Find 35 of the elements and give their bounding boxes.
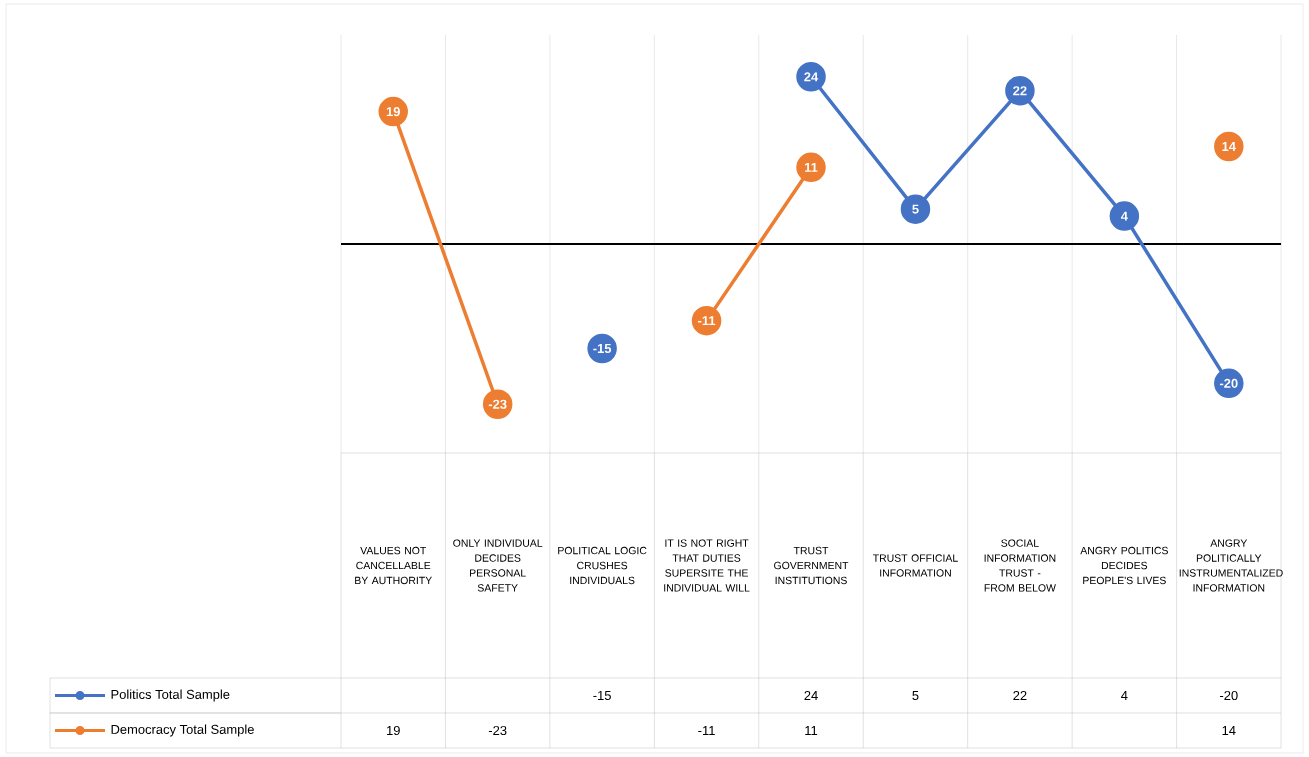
data-label: 22	[1013, 690, 1027, 701]
x-tick-label: SOCIAL INFORMATION TRUST - FROM BELOW	[984, 539, 1056, 592]
x-tick-label: IT IS NOT RIGHT THAT DUTIES SUPERSITE THE INDIVIDUAL WILL	[664, 539, 750, 592]
annotation: 22	[1013, 86, 1027, 96]
annotation: 5	[912, 204, 919, 214]
x-tick-label: ANGRY POLITICS DECIDES PEOPLE'S LIVES	[1080, 546, 1168, 585]
annotation: 14	[1222, 142, 1236, 151]
annotation: 4	[1120, 211, 1128, 221]
data-label: -23	[488, 725, 507, 736]
point	[1109, 201, 1140, 231]
data-label: -11	[698, 726, 715, 735]
x-tick-label: VALUES NOT CANCELLABLE BY AUTHORITY	[355, 546, 432, 585]
data-label: 5	[912, 690, 919, 701]
x-tick-label: ONLY INDIVIDUAL DECIDES PERSONAL SAFETY	[453, 539, 543, 592]
data-label: 19	[387, 725, 400, 736]
data-label: 24	[804, 690, 818, 701]
x-tick-label: ANGRY POLITICALLY INSTRUMENTALIZED INFORMATION	[1179, 539, 1283, 592]
legend-label: Politics Total Sample	[111, 689, 230, 702]
point	[900, 194, 931, 224]
annotation: -15	[593, 343, 612, 354]
annotation: 24	[804, 72, 819, 82]
data-label: 4	[1121, 691, 1128, 700]
x-tick-label: TRUST GOVERNMENT INSTITUTIONS	[774, 546, 849, 585]
annotation: 19	[386, 107, 400, 117]
x-tick-label: TRUST OFFICIAL INFORMATION	[872, 554, 958, 577]
data-label: 11	[805, 726, 818, 735]
annotation: -23	[488, 399, 507, 409]
legend-label: Democracy Total Sample	[111, 724, 254, 737]
annotation: -11	[698, 316, 716, 326]
data-label: -15	[593, 690, 611, 701]
data-label: 14	[1222, 726, 1236, 735]
annotation: 11	[804, 162, 818, 172]
x-tick-label: POLITICAL LOGIC CRUSHES INDIVIDUALS	[558, 546, 647, 585]
annotation: -20	[1219, 378, 1238, 388]
data-label: -20	[1220, 690, 1238, 701]
